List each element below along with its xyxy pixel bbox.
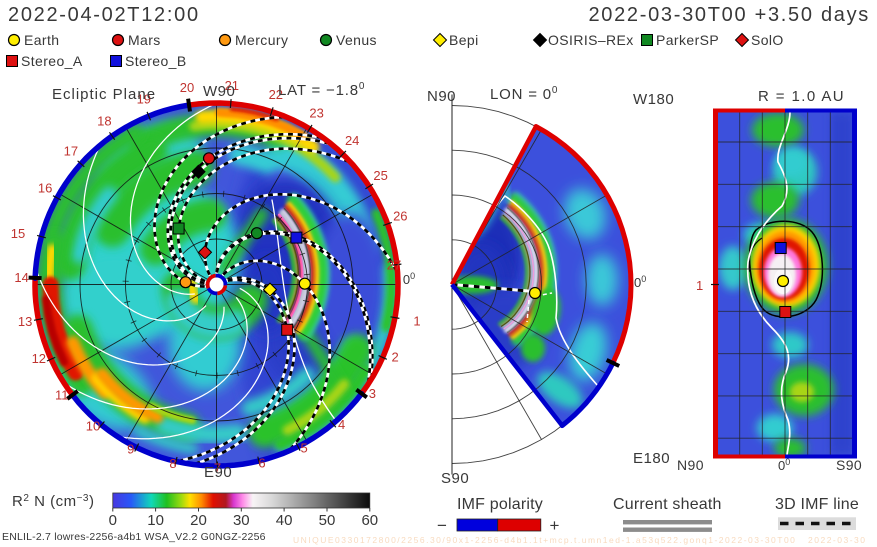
svg-text:E90: E90: [204, 464, 232, 481]
svg-text:60: 60: [361, 512, 378, 529]
svg-text:ENLIL-2.7 lowres-2256-a4b1 WSA: ENLIL-2.7 lowres-2256-a4b1 WSA_V2.2 G0NG…: [2, 531, 266, 543]
svg-text:14: 14: [14, 270, 28, 285]
svg-text:10: 10: [147, 512, 164, 529]
svg-text:6: 6: [258, 455, 265, 470]
svg-text:17: 17: [64, 143, 78, 158]
svg-text:LAT = −1.80: LAT = −1.80: [278, 81, 365, 99]
svg-text:SolO: SolO: [751, 32, 784, 48]
svg-text:4: 4: [338, 417, 345, 432]
svg-text:S90: S90: [836, 457, 862, 473]
svg-text:13: 13: [18, 314, 32, 329]
svg-text:8: 8: [169, 456, 176, 471]
svg-text:N90: N90: [427, 88, 456, 105]
svg-text:00: 00: [403, 271, 415, 287]
svg-text:16: 16: [38, 181, 52, 196]
svg-text:20: 20: [190, 512, 207, 529]
svg-text:18: 18: [97, 113, 111, 128]
svg-text:3D IMF line: 3D IMF line: [775, 496, 859, 513]
svg-text:Stereo_B: Stereo_B: [125, 53, 187, 69]
svg-text:50: 50: [319, 512, 336, 529]
svg-text:22: 22: [269, 87, 283, 102]
svg-text:15: 15: [11, 226, 25, 241]
svg-text:11: 11: [55, 388, 69, 403]
svg-text:2022-04-02T12:00: 2022-04-02T12:00: [8, 4, 200, 26]
svg-text:W90: W90: [203, 83, 235, 100]
svg-text:27: 27: [387, 258, 401, 273]
svg-text:1: 1: [413, 314, 420, 329]
svg-text:Earth: Earth: [24, 32, 59, 48]
svg-text:40: 40: [276, 512, 293, 529]
svg-text:S90: S90: [441, 470, 469, 487]
svg-text:N90: N90: [677, 457, 704, 473]
svg-text:R2 N (cm−3): R2 N (cm−3): [12, 493, 94, 510]
svg-text:Mercury: Mercury: [235, 32, 288, 48]
svg-text:00: 00: [778, 457, 790, 473]
svg-text:26: 26: [393, 209, 407, 224]
svg-text:7: 7: [214, 461, 221, 476]
svg-text:30: 30: [233, 512, 250, 529]
svg-text:R = 1.0 AU: R = 1.0 AU: [758, 88, 845, 105]
svg-text:−: −: [437, 516, 447, 535]
svg-text:23: 23: [309, 106, 323, 121]
svg-text:IMF polarity: IMF polarity: [457, 496, 543, 513]
svg-text:12: 12: [32, 351, 46, 366]
svg-text:OSIRIS–REx: OSIRIS–REx: [548, 32, 634, 48]
svg-text:1: 1: [696, 278, 703, 293]
svg-text:21: 21: [225, 78, 239, 93]
svg-text:Ecliptic Plane: Ecliptic Plane: [52, 86, 156, 103]
svg-text:3: 3: [369, 386, 376, 401]
svg-text:0: 0: [109, 512, 117, 529]
svg-text:2: 2: [391, 349, 398, 364]
svg-text:19: 19: [137, 92, 151, 107]
svg-text:10: 10: [86, 418, 100, 433]
svg-text:ParkerSP: ParkerSP: [656, 32, 719, 48]
svg-text:+: +: [550, 516, 560, 535]
svg-text:24: 24: [345, 133, 359, 148]
svg-text:Stereo_A: Stereo_A: [21, 53, 83, 69]
svg-text:Current sheath: Current sheath: [613, 496, 722, 513]
svg-text:20: 20: [180, 80, 194, 95]
svg-text:9: 9: [127, 442, 134, 457]
svg-text:E180: E180: [633, 450, 670, 467]
svg-text:W180: W180: [633, 91, 674, 108]
svg-text:Venus: Venus: [336, 32, 377, 48]
svg-text:Mars: Mars: [128, 32, 161, 48]
svg-text:00: 00: [634, 274, 646, 290]
svg-text:Bepi: Bepi: [449, 32, 479, 48]
svg-text:2022-03-30T00 +3.50 days: 2022-03-30T00 +3.50 days: [588, 4, 870, 26]
svg-text:UNIQUE0330172800/2256.30/90x1-: UNIQUE0330172800/2256.30/90x1-2256-d4b1.…: [293, 535, 865, 545]
svg-text:5: 5: [300, 441, 307, 456]
svg-text:25: 25: [373, 168, 387, 183]
svg-text:LON = 00: LON = 00: [490, 85, 558, 103]
